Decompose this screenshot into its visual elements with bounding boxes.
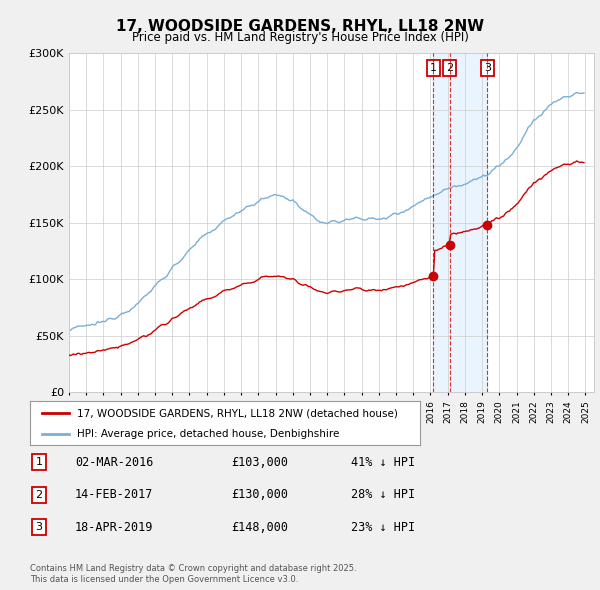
Text: 23% ↓ HPI: 23% ↓ HPI (351, 520, 415, 533)
Text: HPI: Average price, detached house, Denbighshire: HPI: Average price, detached house, Denb… (77, 428, 339, 438)
Text: 28% ↓ HPI: 28% ↓ HPI (351, 488, 415, 501)
Text: 17, WOODSIDE GARDENS, RHYL, LL18 2NW: 17, WOODSIDE GARDENS, RHYL, LL18 2NW (116, 19, 484, 34)
Text: £130,000: £130,000 (231, 488, 288, 501)
Text: 2: 2 (446, 63, 454, 73)
Text: £103,000: £103,000 (231, 455, 288, 468)
Text: 18-APR-2019: 18-APR-2019 (75, 520, 154, 533)
Text: 1: 1 (430, 63, 437, 73)
Text: 1: 1 (35, 457, 43, 467)
Text: 14-FEB-2017: 14-FEB-2017 (75, 488, 154, 501)
Bar (433, 53, 487, 392)
Text: 3: 3 (484, 63, 491, 73)
Text: 41% ↓ HPI: 41% ↓ HPI (351, 455, 415, 468)
Text: 17, WOODSIDE GARDENS, RHYL, LL18 2NW (detached house): 17, WOODSIDE GARDENS, RHYL, LL18 2NW (de… (77, 408, 398, 418)
Text: £148,000: £148,000 (231, 520, 288, 533)
Text: 2: 2 (35, 490, 43, 500)
Text: 3: 3 (35, 522, 43, 532)
Text: Price paid vs. HM Land Registry's House Price Index (HPI): Price paid vs. HM Land Registry's House … (131, 31, 469, 44)
Text: Contains HM Land Registry data © Crown copyright and database right 2025.: Contains HM Land Registry data © Crown c… (30, 565, 356, 573)
Text: 02-MAR-2016: 02-MAR-2016 (75, 455, 154, 468)
Text: This data is licensed under the Open Government Licence v3.0.: This data is licensed under the Open Gov… (30, 575, 298, 584)
